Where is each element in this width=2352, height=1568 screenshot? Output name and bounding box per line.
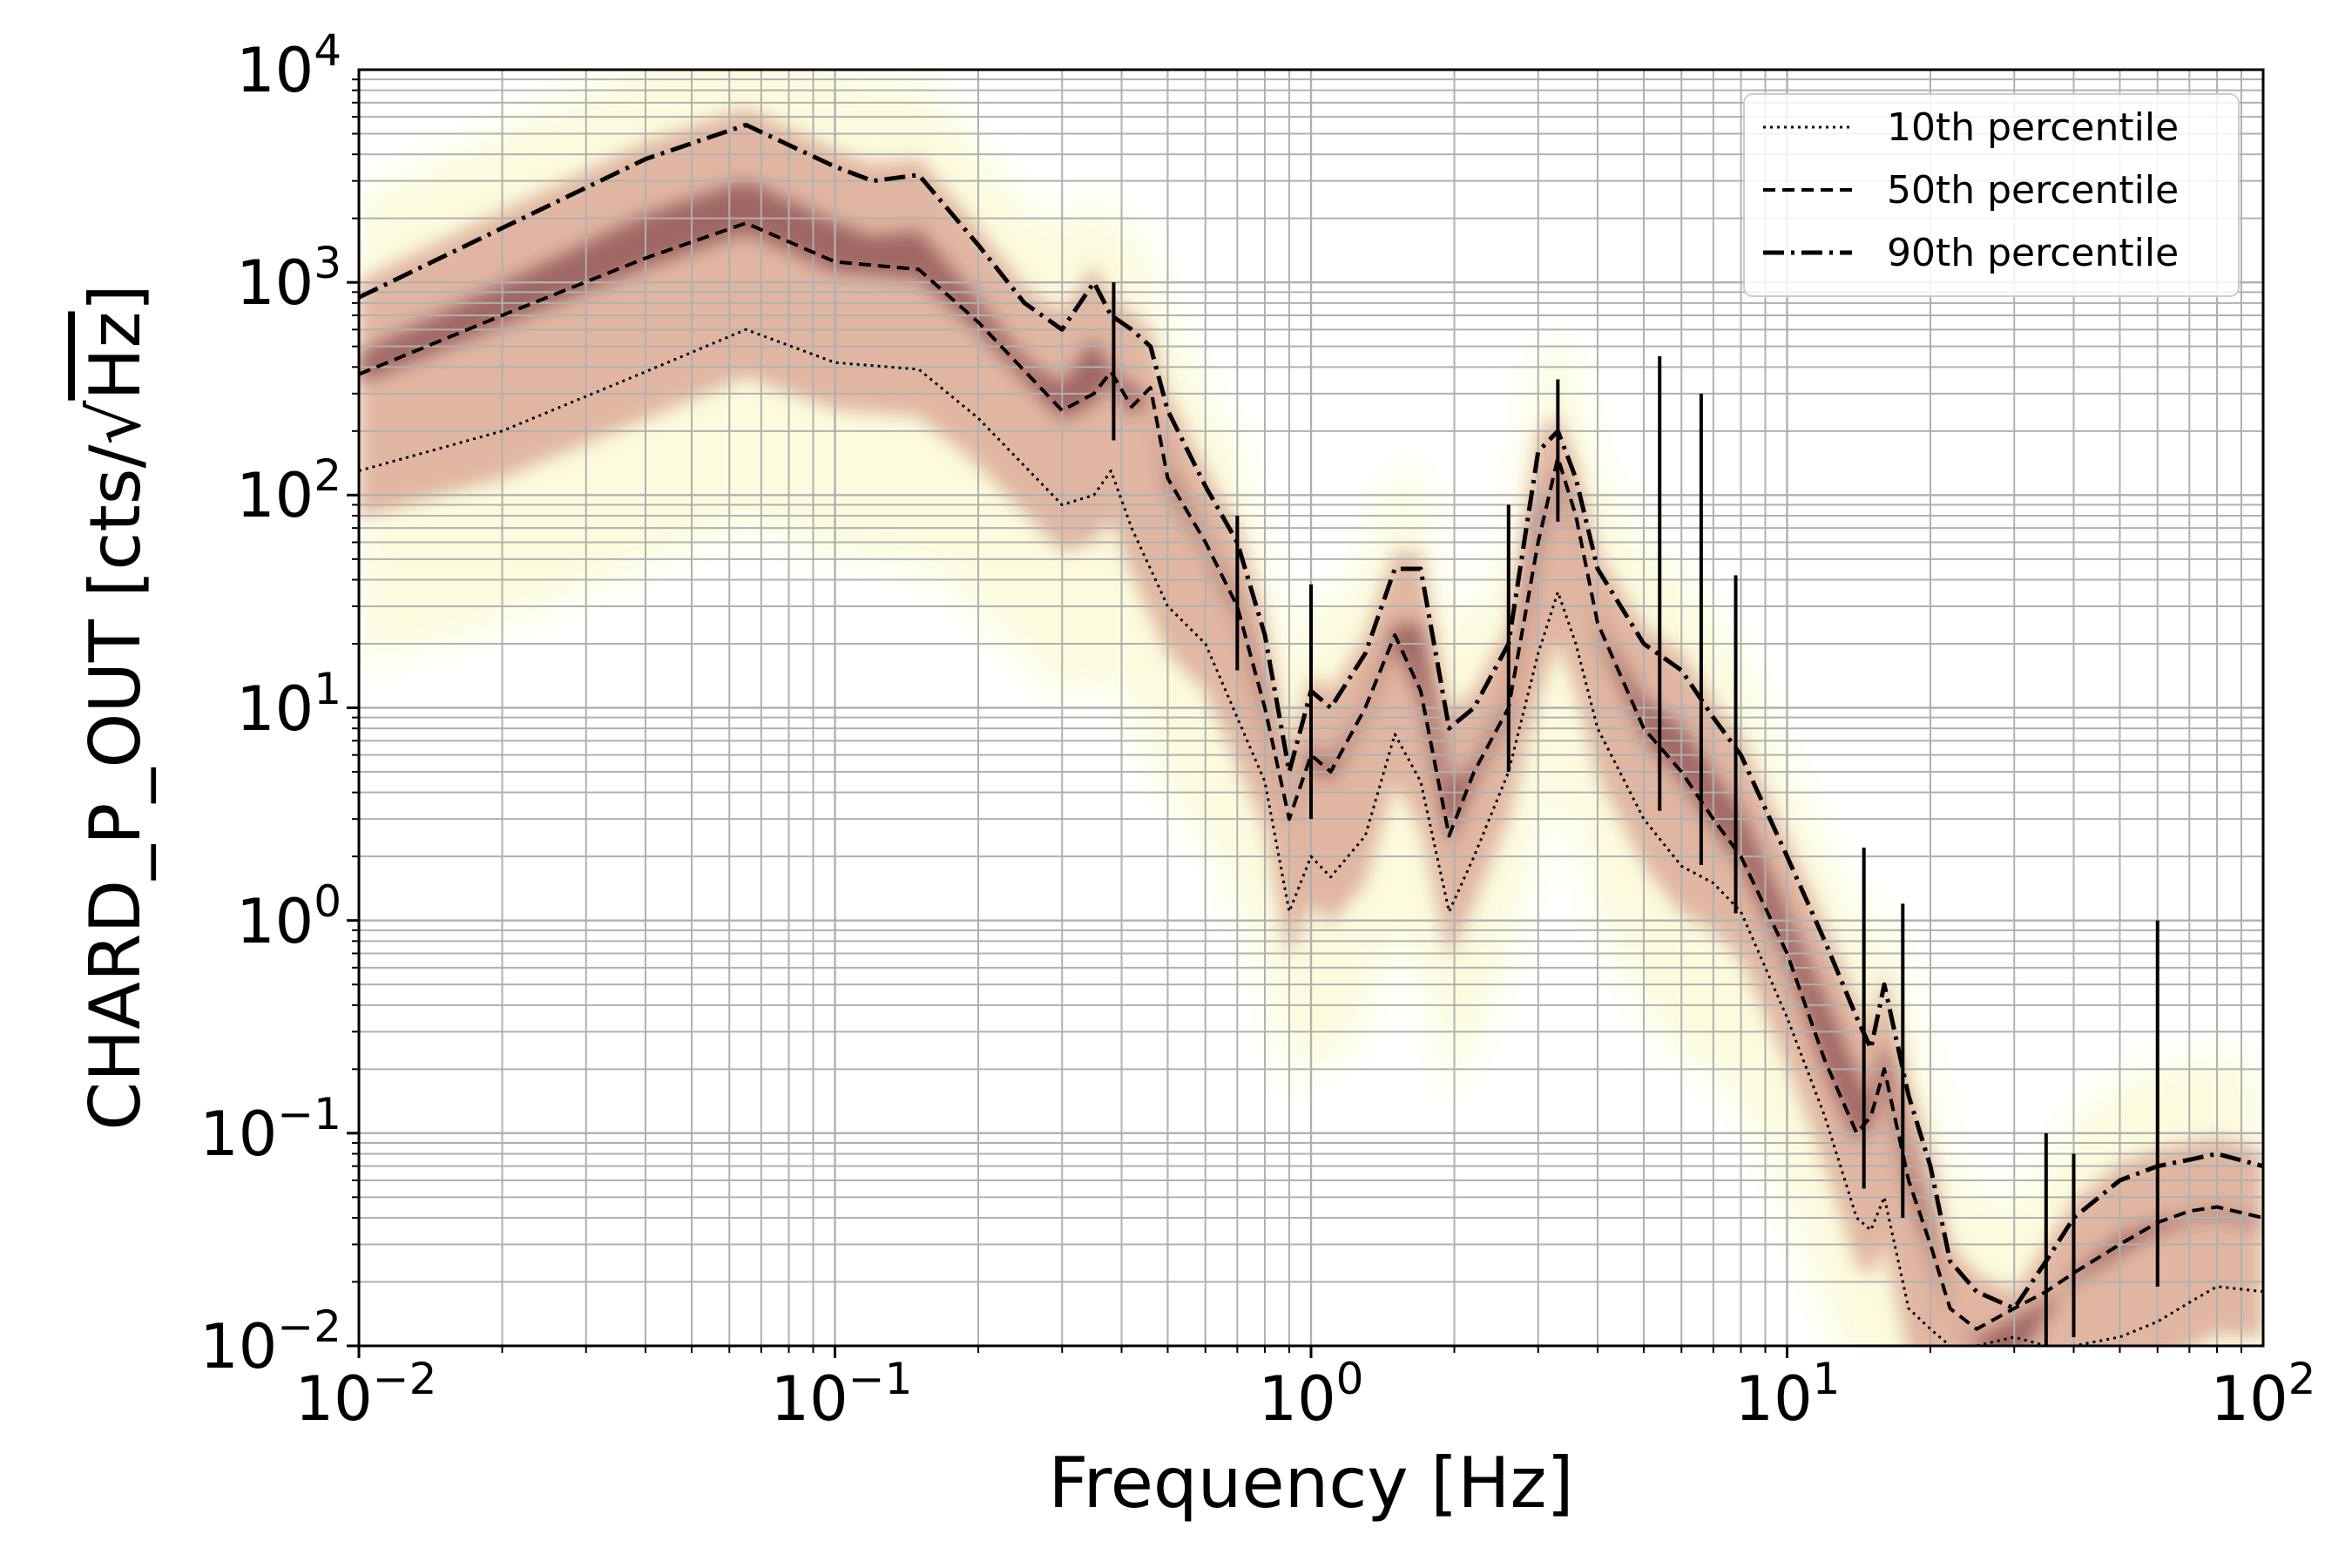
axis-ticks — [347, 78, 2242, 1358]
y-axis-title: CHARD_P_OUT [cts/√Hz] — [75, 284, 156, 1131]
legend-box — [1743, 93, 2240, 297]
y-tick-label-6: 104 — [236, 25, 341, 106]
y-tick-label-2: 100 — [236, 876, 341, 957]
y-tick-label-5: 103 — [236, 238, 341, 319]
legend-label-50th: 50th percentile — [1887, 168, 2179, 213]
x-tick-label-1: 10−1 — [771, 1354, 913, 1435]
legend-label-10th: 10th percentile — [1887, 105, 2179, 150]
x-tick-label-4: 102 — [2211, 1354, 2316, 1435]
x-tick-labels: 10−2 10−1 100 101 102 — [295, 1354, 2316, 1435]
legend-label-90th: 90th percentile — [1887, 231, 2179, 275]
x-tick-label-3: 101 — [1735, 1354, 1841, 1435]
y-tick-labels: 10−2 10−1 100 101 102 103 104 — [199, 25, 341, 1382]
x-axis-title: Frequency [Hz] — [1048, 1443, 1573, 1524]
y-axis-title-text: CHARD_P_OUT [cts/√Hz] — [75, 284, 156, 1131]
x-tick-label-2: 100 — [1259, 1354, 1364, 1435]
y-tick-label-0: 10−2 — [199, 1301, 341, 1382]
y-tick-label-1: 10−1 — [199, 1089, 341, 1170]
y-tick-label-4: 102 — [236, 450, 341, 531]
percentile-lines — [359, 122, 2263, 1346]
y-axis-radicand: Hz — [75, 311, 156, 400]
y-tick-label-3: 101 — [236, 664, 341, 745]
x-tick-label-0: 10−2 — [295, 1354, 437, 1435]
line-10th-percentile — [359, 328, 2263, 1346]
line-90th-percentile — [359, 122, 2263, 1311]
legend: 10th percentile 50th percentile 90th per… — [1743, 93, 2240, 297]
